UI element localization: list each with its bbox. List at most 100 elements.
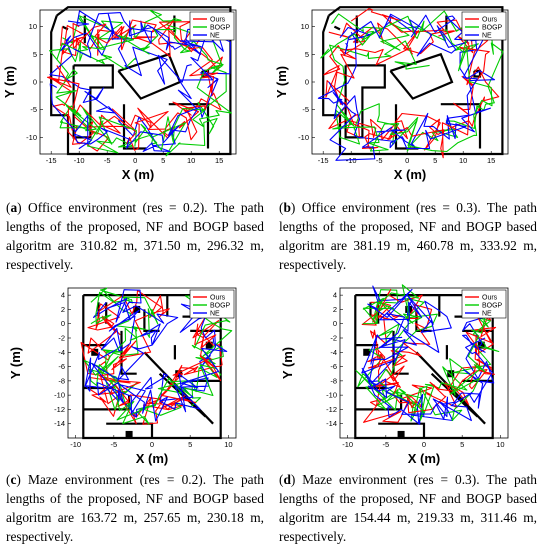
- y-tick-label: -10: [54, 391, 65, 400]
- x-tick-label: 5: [188, 440, 192, 449]
- y-tick-label: -14: [54, 419, 65, 428]
- figure-panel-d: -10 -5 0 5 10 4 2 0 -2 -4 -6 -8 -10 -12 -14 X (m) Y (m) O…: [272, 282, 544, 467]
- obstacle-block: [205, 341, 213, 349]
- office-plot-b: -15 -10 -5 0 5 10 15 10 5 0 -5 -10 X (m) Y (m) OursBOG…: [274, 6, 509, 182]
- x-tick-label: 0: [133, 156, 137, 165]
- y-tick-label: -14: [326, 419, 337, 428]
- legend-label-bogp: BOGP: [482, 25, 503, 32]
- y-axis-label: Y (m): [2, 66, 17, 98]
- wall-segment: [82, 294, 222, 440]
- path-ne: [361, 288, 493, 422]
- path-bogp: [56, 28, 232, 151]
- y-tick-label: 0: [305, 78, 309, 87]
- x-tick-label: 5: [460, 440, 464, 449]
- y-tick-label: -4: [58, 348, 65, 357]
- y-tick-label: -10: [326, 391, 337, 400]
- caption-b: (b) Office environment (res = 0.3). The …: [279, 200, 537, 272]
- obstacle-block: [363, 348, 371, 356]
- y-tick-label: 2: [333, 305, 337, 314]
- y-tick-label: -4: [330, 348, 337, 357]
- x-tick-label: -5: [382, 440, 389, 449]
- wall-segment: [392, 330, 409, 375]
- y-tick-label: -2: [58, 334, 65, 343]
- x-tick-label: -10: [346, 156, 357, 165]
- x-tick-label: 0: [150, 440, 154, 449]
- obstacle-block: [477, 341, 485, 349]
- y-axis-label: Y (m): [280, 347, 295, 379]
- x-tick-label: 10: [187, 156, 195, 165]
- y-tick-label: 5: [305, 50, 309, 59]
- wall-segment: [50, 6, 232, 156]
- x-tick-label: -15: [46, 156, 57, 165]
- wall-segment: [322, 6, 504, 156]
- maze-plot-d: -10 -5 0 5 10 4 2 0 -2 -4 -6 -8 -10 -12 -14 X (m) Y (m) O…: [280, 284, 509, 466]
- caption-text-d: Maze environment (res = 0.3). The path l…: [279, 472, 537, 544]
- path-ne: [91, 289, 228, 422]
- caption-a: (a) Office environment (res = 0.2). The …: [6, 200, 264, 272]
- y-axis-label: Y (m): [274, 66, 289, 98]
- path-ours: [95, 289, 222, 410]
- wall-segment: [333, 25, 341, 31]
- x-tick-label: 0: [422, 440, 426, 449]
- x-tick-label: 10: [459, 156, 467, 165]
- legend-label-ne: NE: [210, 33, 220, 40]
- x-tick-label: 5: [433, 156, 437, 165]
- wall-segment: [344, 64, 386, 139]
- obstacle-block: [397, 430, 405, 438]
- figure-panel-b: -15 -10 -5 0 5 10 15 10 5 0 -5 -10 X (m) Y (m) Ours BOG…: [272, 0, 544, 192]
- caption-label-a: a: [10, 200, 18, 215]
- y-tick-label: -10: [26, 133, 37, 142]
- caption-label-b: b: [283, 200, 291, 215]
- figure-panel-c: -10 -5 0 5 10 4 2 0 -2 -4 -6 -8 -10 -12 -14 X (m) Y (m) O…: [0, 282, 272, 467]
- obstacle-block: [91, 348, 99, 356]
- path-bogp: [355, 289, 500, 422]
- obstacle-block: [175, 370, 183, 378]
- x-axis-label: X (m): [394, 167, 427, 182]
- legend-label-bogp: BOGP: [482, 303, 503, 310]
- path-ours: [333, 8, 490, 159]
- path-ne: [317, 15, 496, 149]
- legend-label-ours: Ours: [482, 295, 498, 302]
- x-tick-label: -5: [110, 440, 117, 449]
- x-tick-label: -5: [104, 156, 111, 165]
- y-tick-label: 0: [61, 319, 65, 328]
- y-tick-label: -10: [298, 133, 309, 142]
- maze-plot-c: -10 -5 0 5 10 4 2 0 -2 -4 -6 -8 -10 -12 -14 X (m) Y (m) O…: [8, 287, 237, 466]
- obstacle-block: [133, 305, 141, 313]
- y-axis-label: Y (m): [8, 347, 23, 379]
- wall-segment: [354, 294, 494, 440]
- y-tick-label: -12: [54, 405, 65, 414]
- y-tick-label: 0: [333, 319, 337, 328]
- caption-c: (c) Maze environment (res = 0.2). The pa…: [6, 472, 264, 544]
- caption-d: (d) Maze environment (res = 0.3). The pa…: [279, 472, 537, 544]
- x-axis-label: X (m): [122, 167, 155, 182]
- x-tick-label: 0: [405, 156, 409, 165]
- x-tick-label: -10: [74, 156, 85, 165]
- y-tick-label: -8: [330, 376, 337, 385]
- path-bogp: [320, 10, 493, 153]
- x-tick-label: -5: [376, 156, 383, 165]
- x-tick-label: -10: [342, 440, 353, 449]
- x-axis-label: X (m): [136, 451, 169, 466]
- caption-text-b: Office environment (res = 0.3). The path…: [279, 200, 537, 272]
- y-tick-label: -8: [58, 376, 65, 385]
- legend-label-ne: NE: [482, 33, 492, 40]
- y-tick-label: 5: [33, 50, 37, 59]
- office-plot-a: -15 -10 -5 0 5 10 15 10 5 0 -5 -10 X (m) Y (m) OursBOG…: [2, 6, 237, 182]
- y-tick-label: -12: [326, 405, 337, 414]
- y-tick-label: -2: [330, 334, 337, 343]
- y-tick-label: 10: [29, 22, 37, 31]
- caption-label-d: d: [283, 472, 291, 487]
- y-tick-label: 0: [33, 78, 37, 87]
- path-ne: [49, 12, 215, 150]
- obstacle-block: [125, 430, 133, 438]
- legend-label-ours: Ours: [482, 17, 498, 24]
- x-axis-label: X (m): [408, 451, 441, 466]
- wall-segment: [378, 422, 426, 438]
- caption-text-a: Office environment (res = 0.2). The path…: [6, 200, 264, 272]
- legend-label-ours: Ours: [210, 17, 226, 24]
